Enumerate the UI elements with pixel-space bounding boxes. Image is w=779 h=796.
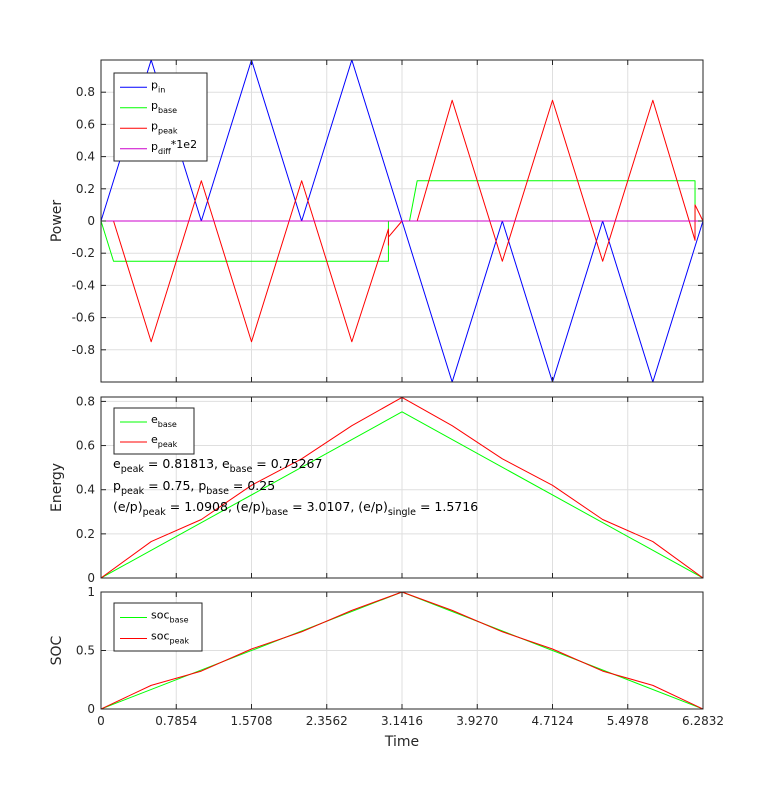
xtick-label: 4.7124 <box>532 714 574 728</box>
ytick-label: -0.6 <box>72 311 95 325</box>
ytick-label: 0.2 <box>76 182 95 196</box>
legend-label-p_base: pbase <box>151 99 177 115</box>
ytick-label: 0.2 <box>76 527 95 541</box>
legend-label-e_base: ebase <box>151 413 177 429</box>
ytick-label: 0.6 <box>76 439 95 453</box>
legend: pin pbase ppeak pdiff*1e2 <box>113 72 208 162</box>
legend-box <box>113 602 203 652</box>
ytick-label: 0 <box>87 702 95 716</box>
panel-power: -0.8 -0.6 -0.4 -0.2 0 0.2 0.4 0.6 0.8 Power pin pba… <box>49 59 704 383</box>
legend: ebase epeak <box>113 407 195 455</box>
annotation-line: ppeak = 0.75, pbase = 0.25 <box>113 478 275 497</box>
legend-label-e_peak: epeak <box>151 433 178 449</box>
series-group <box>101 592 703 709</box>
xtick-label: 0.7854 <box>155 714 197 728</box>
xtick-label: 3.9270 <box>456 714 498 728</box>
series-group <box>101 60 703 382</box>
ytick-label: -0.8 <box>72 343 95 357</box>
y-axis-label: SOC <box>49 635 65 665</box>
ytick-label: -0.2 <box>72 246 95 260</box>
y-axis-label: Energy <box>49 463 65 512</box>
xtick-label: 0 <box>97 714 105 728</box>
ytick-label: 0 <box>87 571 95 585</box>
series-line-e_base <box>101 411 703 578</box>
xtick-label: 6.2832 <box>682 714 724 728</box>
ytick-label: 0.5 <box>76 644 95 658</box>
legend-label-p_diff*1e2: pdiff*1e2 <box>151 138 197 156</box>
legend-label-soc_base: socbase <box>151 609 189 625</box>
legend-label-p_peak: ppeak <box>151 119 178 135</box>
annotation-line: (e/p)peak = 1.0908, (e/p)base = 3.0107, … <box>113 499 478 518</box>
xtick-label: 5.4978 <box>607 714 649 728</box>
xtick-label: 3.1416 <box>381 714 423 728</box>
ytick-label: 0.4 <box>76 483 95 497</box>
ytick-label: 0.6 <box>76 117 95 131</box>
x-axis-label: Time <box>384 734 419 750</box>
ytick-label: 1 <box>87 585 95 599</box>
legend-label-soc_peak: socpeak <box>151 630 189 646</box>
legend-box <box>113 407 195 455</box>
series-line-p_peak <box>101 99 703 343</box>
legend-label-p_in: pin <box>151 78 165 94</box>
annotation-line: epeak = 0.81813, ebase = 0.75267 <box>113 456 322 475</box>
panel-energy: 0 0.2 0.4 0.6 0.8 Energy ebase epeak epeak = 0.8… <box>49 394 704 585</box>
series-line-soc_base <box>101 592 703 709</box>
y-axis-label: Power <box>49 200 65 243</box>
panel-soc: 0 0.5 1 SOC 0 0.7854 1.5708 2.3562 3.1416 3.9270 4… <box>49 585 724 750</box>
ytick-label: 0.4 <box>76 150 95 164</box>
ytick-label: 0.8 <box>76 85 95 99</box>
ytick-label: 0 <box>87 214 95 228</box>
legend: socbase socpeak <box>113 602 203 652</box>
series-line-soc_peak <box>101 592 703 709</box>
ytick-label: -0.4 <box>72 278 95 292</box>
xtick-label: 2.3562 <box>306 714 348 728</box>
xtick-label: 1.5708 <box>231 714 273 728</box>
ytick-label: 0.8 <box>76 394 95 408</box>
